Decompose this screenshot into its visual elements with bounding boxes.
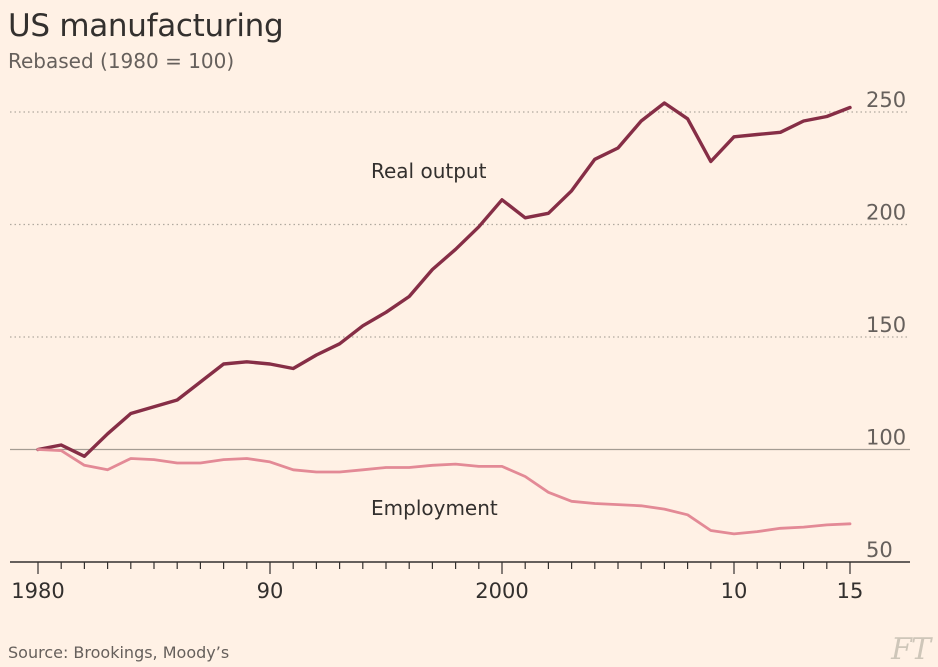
gridlines [10, 111, 910, 451]
x-tick-label: 2000 [475, 579, 528, 603]
series-label-employment: Employment [371, 496, 498, 520]
y-tick-label: 250 [866, 88, 906, 112]
chart-title: US manufacturing [8, 8, 284, 44]
x-tick-label: 90 [257, 579, 284, 603]
chart-subtitle: Rebased (1980 = 100) [8, 49, 235, 73]
y-axis-ticks: 50 100 150 200 250 [866, 88, 906, 562]
x-tick-label: 15 [837, 579, 864, 603]
x-axis: 1980 90 2000 10 15 [10, 561, 910, 603]
ft-logo: FT [891, 632, 931, 667]
series-line-real-output [36, 101, 852, 458]
x-tick-label: 1980 [11, 579, 64, 603]
series-lines [36, 101, 852, 536]
source-note: Source: Brookings, Moody’s [8, 643, 230, 662]
x-tick-label: 10 [721, 579, 748, 603]
y-tick-label: 100 [866, 426, 906, 450]
line-chart: 50 100 150 200 250 1980 90 2000 10 15 Real outpu… [10, 88, 910, 603]
y-tick-label: 150 [866, 313, 906, 337]
series-line-employment [36, 448, 852, 536]
y-tick-label: 50 [866, 538, 893, 562]
y-tick-label: 200 [866, 201, 906, 225]
series-label-real-output: Real output [371, 159, 487, 183]
